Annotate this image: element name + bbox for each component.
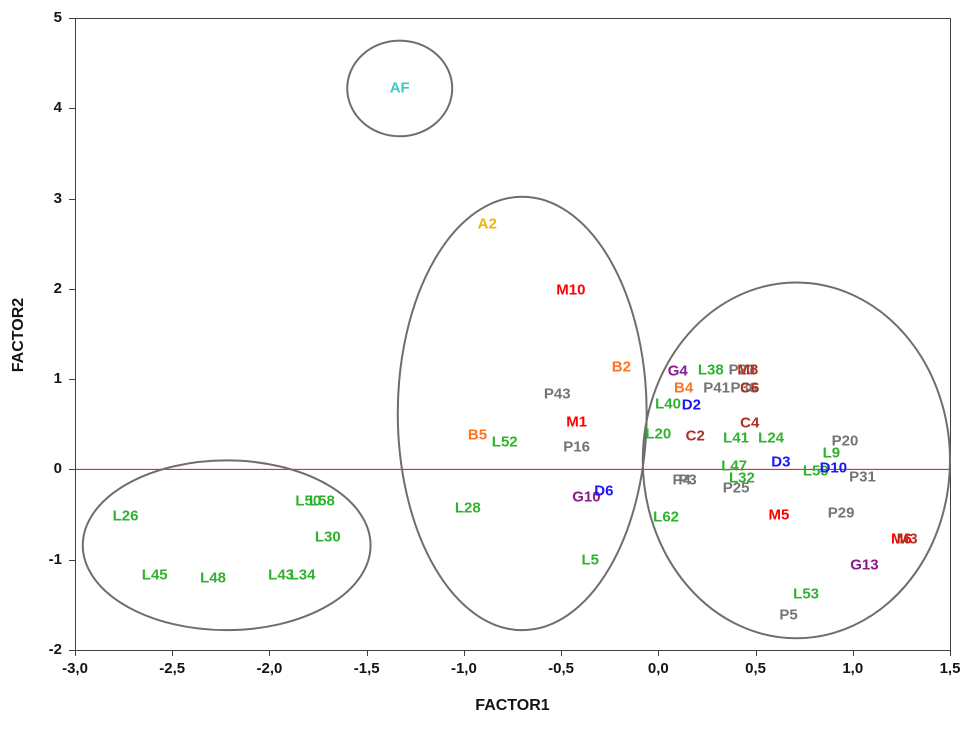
cluster-ellipse	[641, 281, 952, 640]
plot-border	[75, 18, 951, 651]
y-axis-title: FACTOR2	[10, 297, 27, 373]
cluster-ellipse	[396, 195, 648, 632]
x-axis-title: FACTOR1	[475, 697, 550, 714]
cluster-ellipse	[81, 459, 372, 632]
cluster-ellipse	[346, 39, 454, 138]
